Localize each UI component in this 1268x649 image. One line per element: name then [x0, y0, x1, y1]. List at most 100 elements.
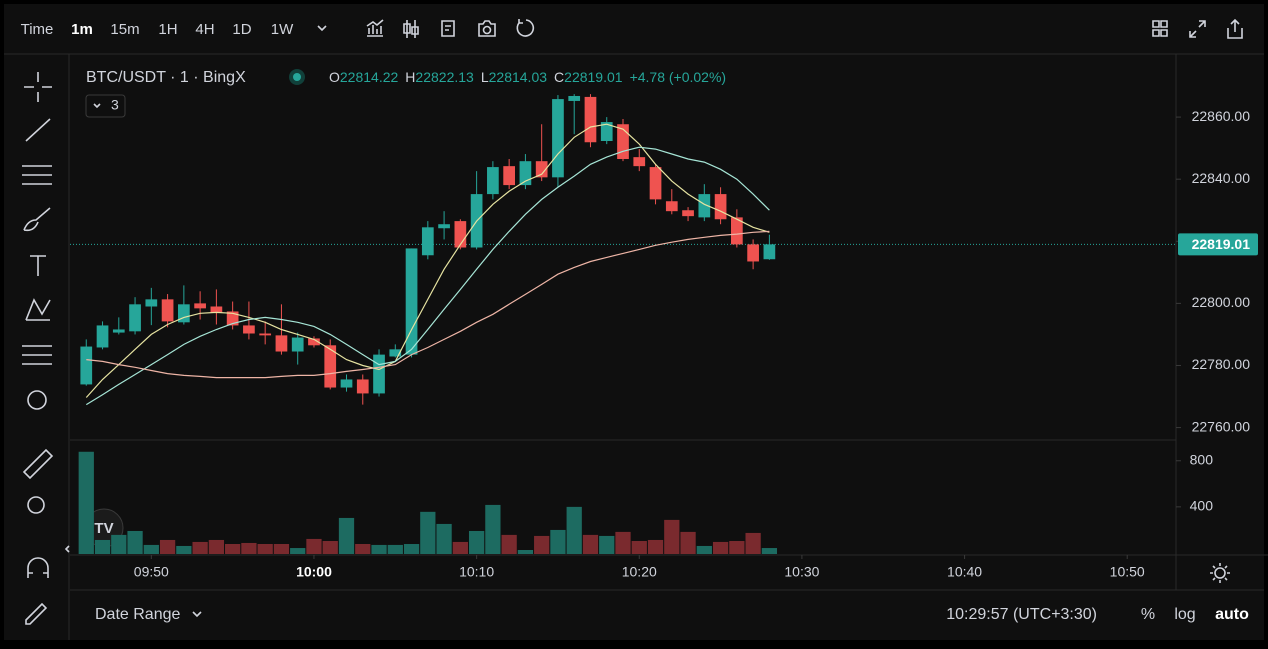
layout-icon[interactable]	[1152, 20, 1168, 37]
candle-body	[568, 95, 581, 101]
date-range-chevron	[192, 611, 202, 618]
zoom-tool[interactable]	[27, 496, 45, 514]
emoji-tool[interactable]	[27, 390, 47, 410]
last-price-box	[1178, 233, 1258, 256]
ohlc-label: O	[329, 69, 340, 85]
chart: 22760.0022780.0022800.0022820.0022840.00…	[70, 94, 1258, 580]
candle-body	[617, 124, 629, 160]
candle-body	[714, 194, 727, 220]
moving-average	[85, 146, 770, 406]
volume-bar	[403, 544, 420, 554]
volume-bar	[192, 541, 208, 554]
candle-body	[112, 329, 125, 333]
ohlc-label: L	[481, 69, 489, 85]
settings-icon[interactable]	[1210, 563, 1230, 583]
volume-bar	[273, 544, 290, 554]
volume-bar	[745, 532, 761, 554]
ohlc-value: 22819.01	[564, 69, 623, 85]
date-range[interactable]: Date Range	[95, 606, 180, 623]
fullscreen-icon[interactable]	[1189, 20, 1206, 38]
x-tick-label: 10:00	[296, 564, 332, 580]
candle-body	[210, 306, 223, 313]
ohlc-label: C	[554, 69, 564, 85]
volume-bar	[436, 523, 452, 554]
log-toggle[interactable]: log	[1174, 606, 1195, 623]
timeframe-button[interactable]: 1m	[71, 21, 93, 38]
crosshair-tool[interactable]	[24, 72, 52, 102]
y-tick-label: 22860.00	[1192, 108, 1251, 124]
candle-body	[356, 379, 369, 394]
snapshot-icon[interactable]	[478, 20, 496, 37]
lock-tool[interactable]	[25, 602, 48, 625]
ruler-tool[interactable]	[22, 448, 54, 480]
timeframe-button[interactable]: 1D	[232, 21, 251, 38]
dropdown[interactable]	[317, 25, 327, 32]
x-tick-label: 10:40	[947, 564, 982, 580]
volume-bar	[550, 529, 566, 554]
candle-body	[438, 224, 450, 229]
timeframe-button[interactable]: Time	[21, 21, 54, 38]
volume-bar	[712, 541, 729, 554]
volume-bar	[517, 550, 534, 554]
volume-bar	[420, 511, 436, 554]
timeframe-button[interactable]: 15m	[110, 21, 139, 38]
candle-body	[519, 161, 532, 186]
fib-tool[interactable]	[22, 165, 52, 185]
candle-body	[340, 379, 353, 388]
x-tick-label: 09:50	[134, 564, 169, 580]
text-tool[interactable]	[30, 255, 46, 276]
candle-body	[665, 201, 678, 212]
volume-bar	[599, 535, 615, 554]
candle-body	[96, 325, 109, 348]
timeframe-button[interactable]: 1W	[271, 21, 294, 38]
candle-body	[145, 299, 158, 307]
candle-body	[503, 166, 516, 186]
timeframe-button[interactable]: 4H	[195, 21, 214, 38]
moving-average	[85, 123, 770, 398]
timeframe-button[interactable]: 1H	[158, 21, 177, 38]
ohlc-value: 22814.22	[340, 69, 399, 85]
indicators-toggle[interactable]	[85, 94, 126, 118]
candle-body	[243, 325, 255, 334]
candle-body	[226, 311, 239, 326]
candle-body	[194, 303, 206, 309]
indicators-icon[interactable]	[366, 19, 384, 37]
brush-tool[interactable]	[23, 207, 51, 232]
volume-bar	[680, 531, 696, 554]
volume-bar	[387, 544, 403, 554]
volume-bar	[111, 534, 127, 554]
ohlc-text: O22814.22 H22822.13 L22814.03 C22819.01 +4.7…	[329, 69, 726, 85]
clock: 10:29:57 (UTC+3:30)	[946, 606, 1097, 623]
pattern-tool[interactable]	[25, 298, 51, 321]
gear-teeth	[1210, 563, 1230, 583]
status-dot	[293, 73, 301, 81]
candle-body	[649, 167, 662, 200]
chevron	[93, 103, 101, 109]
candle-body	[129, 304, 141, 332]
collapse-arrow[interactable]	[64, 545, 70, 553]
background	[4, 4, 1264, 640]
chart-type-icon[interactable]	[403, 20, 419, 38]
candle-body	[405, 248, 418, 355]
magnet-tool[interactable]	[27, 557, 49, 578]
ohlc-legend: O22814.22 H22822.13 L22814.03 C22819.01 +4.7…	[329, 69, 726, 85]
volume-bar	[241, 542, 257, 554]
volume-bar	[452, 541, 468, 554]
share-icon[interactable]	[1227, 18, 1243, 39]
volume-bar	[501, 534, 517, 554]
volume-tick-label: 800	[1190, 451, 1214, 467]
forecast-tool[interactable]	[22, 345, 52, 365]
candle-body	[275, 335, 288, 352]
y-tick-label: 22800.00	[1192, 294, 1251, 310]
volume-bar	[290, 548, 306, 554]
volume-bar	[143, 544, 159, 554]
percent-toggle[interactable]: %	[1141, 606, 1155, 623]
auto-toggle[interactable]: auto	[1215, 606, 1249, 623]
trendline-tool[interactable]	[25, 118, 51, 142]
x-tick-label: 10:10	[459, 564, 494, 580]
candle-body	[308, 338, 320, 346]
y-tick-label: 22760.00	[1192, 418, 1251, 434]
volume-bar	[566, 506, 582, 554]
reload-icon[interactable]	[516, 19, 535, 37]
template-icon[interactable]	[441, 20, 455, 37]
